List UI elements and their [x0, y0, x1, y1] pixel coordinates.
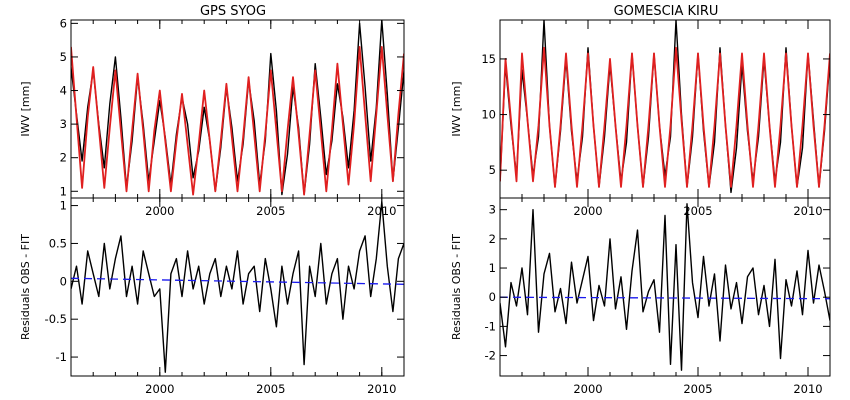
y-tick-label: 2 [60, 151, 67, 165]
x-tick-label: 2005 [256, 382, 285, 396]
series-line-1 [500, 20, 830, 194]
x-tick-label: 2000 [145, 204, 174, 218]
x-tick-label: 2000 [145, 382, 174, 396]
y-axis-label: Residuals OBS - FIT [19, 234, 32, 340]
y-tick-label: -2 [485, 349, 496, 363]
x-tick-label: 2005 [256, 204, 285, 218]
y-axis-label: IWV [mm] [19, 81, 32, 136]
y-tick-label: 4 [60, 84, 67, 98]
series-line-1 [500, 203, 830, 371]
y-tick-label: 3 [489, 203, 496, 217]
x-tick-label: 2000 [573, 382, 602, 396]
y-tick-label: 1 [489, 261, 496, 275]
y-tick-label: 0 [60, 274, 67, 288]
panel-gps-syog-residuals: 2000 2005 2010 -1 -0.5 0 0.5 1 Residuals OBS - F… [19, 197, 405, 396]
x-tick-label: 2005 [683, 382, 712, 396]
series-line-2 [71, 46, 404, 196]
chart-title-gomescia-kiru: GOMESCIA KIRU [614, 4, 719, 19]
y-tick-label: 10 [481, 108, 496, 122]
y-tick-label: 1 [60, 199, 67, 213]
y-tick-label: 5 [489, 163, 496, 177]
y-axis-label: Residuals OBS - FIT [450, 234, 463, 340]
series-line-2 [71, 277, 404, 285]
series-line-2 [500, 296, 830, 300]
x-tick-label: 2010 [793, 204, 822, 218]
y-tick-label: -0.5 [45, 312, 67, 326]
series-line-1 [71, 201, 404, 373]
panel-gps-syog-iwv: 2000 2005 2010 1 2 3 4 5 6 IWV [mm] [19, 16, 405, 218]
x-tick-label: 2005 [683, 204, 712, 218]
plot-frame [499, 197, 831, 377]
plot-frame [70, 197, 405, 377]
x-tick-label: 2000 [573, 204, 602, 218]
panel-gomescia-kiru-residuals: 2000 2005 2010 -2 -1 0 1 2 3 Residuals OBS - FIT [450, 197, 831, 396]
y-tick-label: -1 [485, 319, 496, 333]
y-tick-label: 15 [481, 52, 496, 66]
y-tick-label: 3 [60, 117, 67, 131]
y-tick-label: -1 [56, 350, 67, 364]
y-tick-label: 5 [60, 50, 67, 64]
x-tick-label: 2010 [367, 204, 396, 218]
series-line-2 [500, 46, 830, 188]
y-tick-label: 6 [60, 16, 67, 30]
series-line-1 [71, 20, 404, 196]
x-tick-label: 2010 [367, 382, 396, 396]
y-tick-label: 2 [489, 232, 496, 246]
chart-title-gps-syog: GPS SYOG [200, 4, 266, 19]
x-tick-label: 2010 [793, 382, 822, 396]
y-tick-label: 1 [60, 184, 67, 198]
y-tick-label: 0.5 [49, 236, 67, 250]
y-axis-label: IWV [mm] [450, 81, 463, 136]
y-tick-label: 0 [489, 290, 496, 304]
panel-gomescia-kiru-iwv: 2000 2005 2010 5 10 15 IWV [mm] [450, 19, 831, 218]
